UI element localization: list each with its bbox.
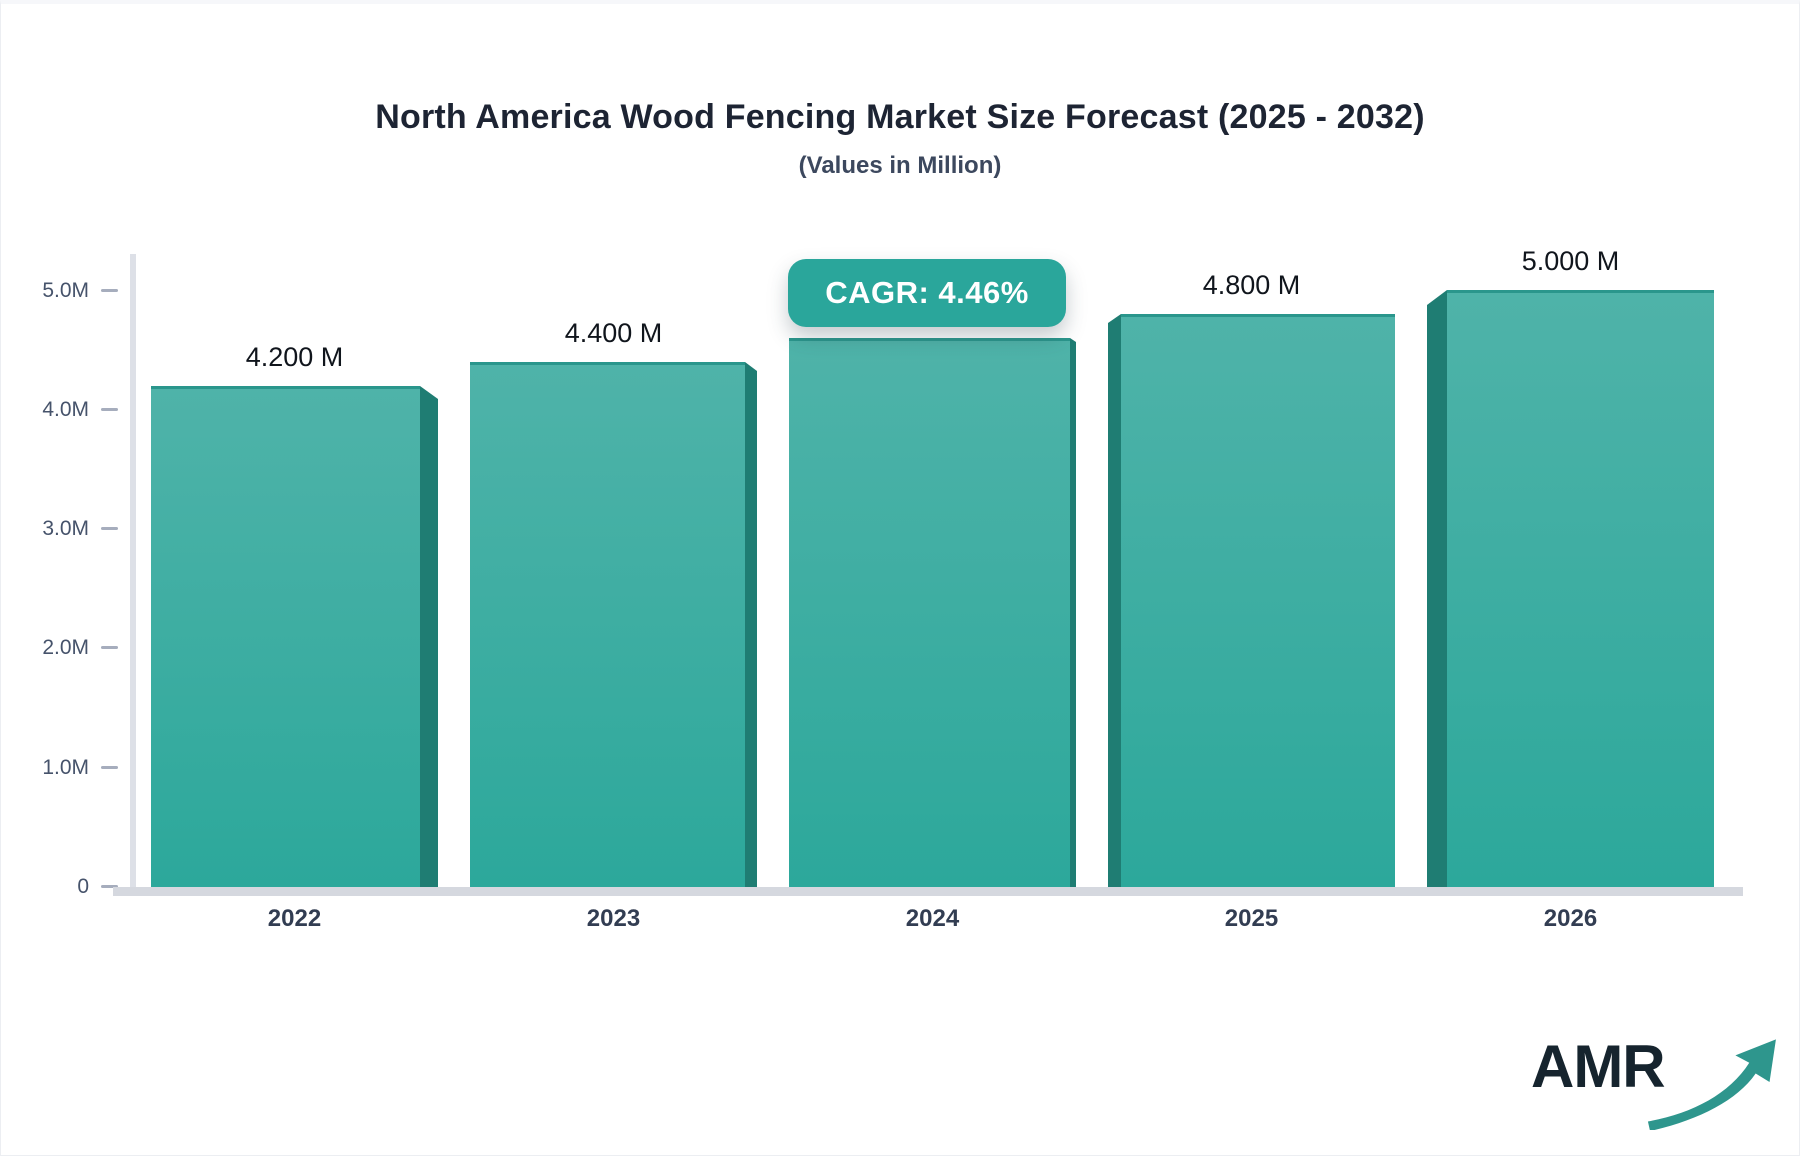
bar: [1427, 290, 1714, 887]
bar-value-label: 5.000 M: [1521, 246, 1620, 276]
bar-top-edge: [789, 338, 1070, 341]
y-axis-line: [130, 254, 136, 896]
bar-value-label: 4.400 M: [564, 318, 663, 348]
bar-top-edge: [1121, 314, 1395, 317]
y-tick-label: 2.0M: [42, 636, 89, 659]
y-tick-dash: [101, 885, 118, 888]
bar-side-shade: [1070, 338, 1076, 887]
x-category-label: 2023: [586, 905, 641, 932]
bar-top-edge: [1447, 290, 1714, 293]
y-tick-dash: [101, 527, 118, 530]
bar-side-shade: [745, 362, 757, 887]
x-category-label: 2022: [267, 905, 322, 932]
bar-side-shade: [420, 386, 438, 887]
bar: [789, 338, 1076, 887]
y-tick-label: 4.0M: [42, 398, 89, 421]
bar-fill: [1121, 314, 1395, 887]
bar: [151, 386, 438, 887]
cagr-badge-label: CAGR: 4.46%: [825, 275, 1029, 310]
y-tick-label: 5.0M: [42, 279, 89, 302]
bar-value-label: 4.200 M: [245, 342, 344, 372]
y-tick-label: 3.0M: [42, 517, 89, 540]
bar-value-label: 4.800 M: [1202, 270, 1301, 300]
y-tick-dash: [101, 646, 118, 649]
chart-subtitle: (Values in Million): [798, 152, 1002, 179]
bar-top-edge: [470, 362, 745, 365]
brand-logo: AMR: [1531, 1032, 1781, 1132]
cagr-badge: CAGR: 4.46%: [788, 259, 1066, 327]
x-category-label: 2024: [905, 905, 960, 932]
y-tick-dash: [101, 766, 118, 769]
bar-fill: [789, 338, 1070, 887]
y-tick-label: 0: [77, 875, 89, 898]
bar-fill: [151, 386, 420, 887]
x-baseline: [113, 887, 1743, 896]
bar: [470, 362, 757, 887]
bar-fill: [470, 362, 745, 887]
bar: [1108, 314, 1395, 887]
y-tick-dash: [101, 289, 118, 292]
y-tick-dash: [101, 408, 118, 411]
y-tick-label: 1.0M: [42, 756, 89, 779]
bar-top-edge: [151, 386, 420, 389]
bar-side-shade: [1108, 314, 1121, 887]
x-category-label: 2025: [1224, 905, 1279, 932]
logo-text: AMR: [1531, 1033, 1666, 1100]
x-category-label: 2026: [1543, 905, 1598, 932]
bar-side-shade: [1427, 290, 1447, 887]
bar-fill: [1447, 290, 1714, 887]
trend-up-arrow-icon: [1647, 1039, 1776, 1130]
chart-title: North America Wood Fencing Market Size F…: [375, 98, 1425, 136]
